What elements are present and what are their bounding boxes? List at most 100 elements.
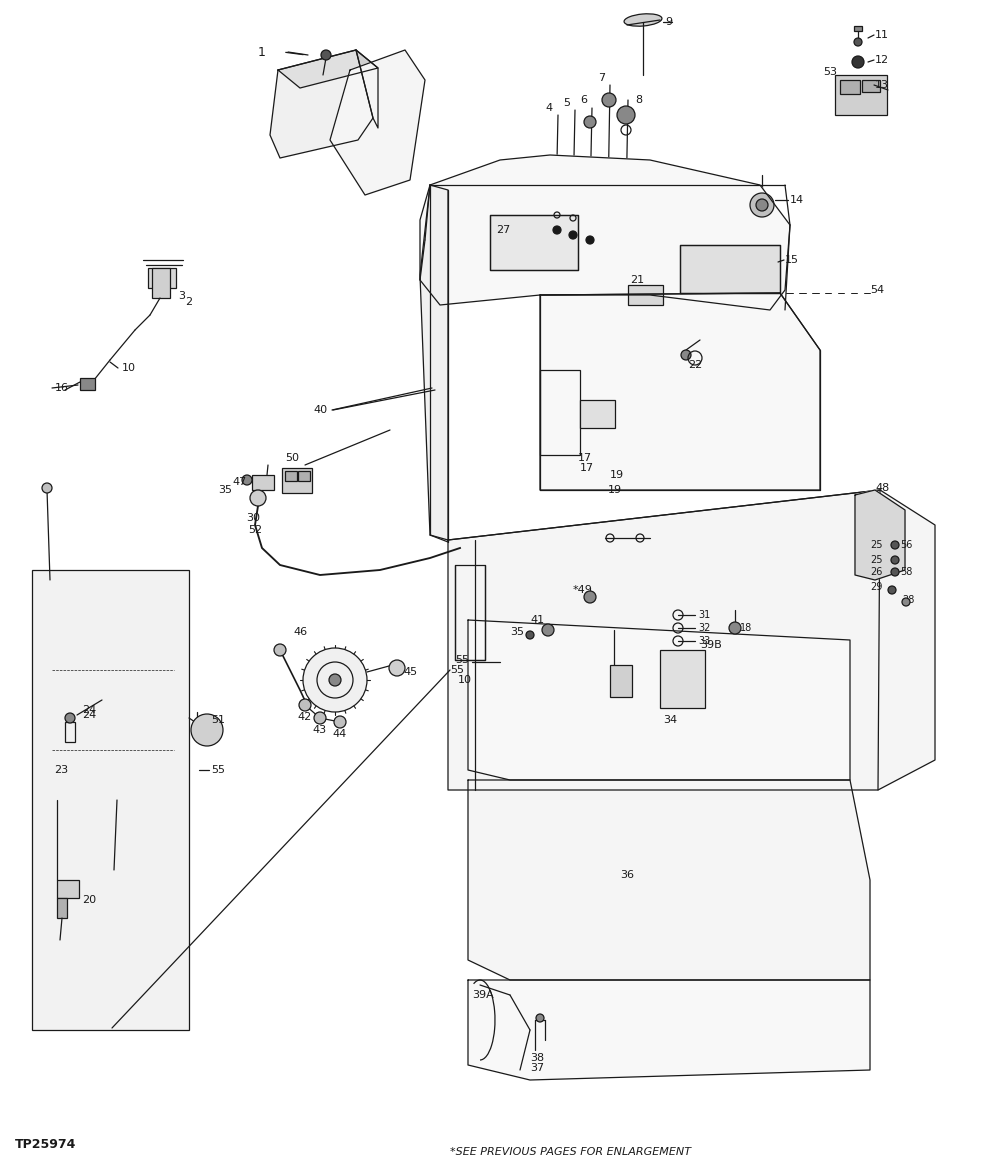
Bar <box>610 665 632 697</box>
Text: 35: 35 <box>510 627 524 637</box>
Circle shape <box>681 350 691 360</box>
Bar <box>835 75 887 115</box>
Circle shape <box>888 586 896 594</box>
Circle shape <box>569 231 577 239</box>
Text: 15: 15 <box>785 255 799 264</box>
Polygon shape <box>356 50 378 128</box>
Text: 21: 21 <box>630 275 644 285</box>
Text: 8: 8 <box>635 96 642 105</box>
Circle shape <box>274 644 286 656</box>
Text: 41: 41 <box>530 615 544 624</box>
Polygon shape <box>270 50 373 158</box>
Text: 11: 11 <box>875 30 889 40</box>
Text: 19: 19 <box>608 485 623 495</box>
Polygon shape <box>855 490 905 580</box>
Text: 48: 48 <box>875 483 890 493</box>
Text: 42: 42 <box>297 712 311 722</box>
Circle shape <box>299 699 311 711</box>
Circle shape <box>584 116 596 128</box>
Text: 5: 5 <box>563 98 570 108</box>
Text: 24: 24 <box>82 709 96 720</box>
Text: 45: 45 <box>403 668 417 677</box>
Polygon shape <box>330 50 425 195</box>
Text: 44: 44 <box>332 729 347 739</box>
Polygon shape <box>420 185 448 541</box>
Text: 9: 9 <box>665 17 672 27</box>
Text: 24: 24 <box>82 705 96 715</box>
Text: 37: 37 <box>530 1062 544 1073</box>
Text: 47: 47 <box>232 476 246 487</box>
Text: 34: 34 <box>663 715 677 725</box>
Circle shape <box>602 93 616 107</box>
Text: 38: 38 <box>530 1053 544 1062</box>
Circle shape <box>891 541 899 549</box>
Circle shape <box>729 622 741 634</box>
Circle shape <box>329 675 341 686</box>
Circle shape <box>321 50 331 61</box>
Text: 20: 20 <box>82 895 96 905</box>
Text: *SEE PREVIOUS PAGES FOR ENLARGEMENT: *SEE PREVIOUS PAGES FOR ENLARGEMENT <box>450 1148 690 1157</box>
Text: 29: 29 <box>870 582 883 592</box>
Polygon shape <box>420 155 790 310</box>
Text: 53: 53 <box>823 68 837 77</box>
Polygon shape <box>540 294 820 490</box>
Bar <box>32 570 189 1030</box>
Text: 6: 6 <box>580 96 587 105</box>
Text: 52: 52 <box>248 525 262 535</box>
Text: 39B: 39B <box>700 640 722 650</box>
Circle shape <box>852 56 864 68</box>
Bar <box>840 80 860 94</box>
Text: 27: 27 <box>496 225 510 235</box>
Bar <box>455 565 485 661</box>
Circle shape <box>902 598 910 606</box>
Text: 46: 46 <box>293 627 307 637</box>
Text: 1: 1 <box>258 45 266 58</box>
Text: 55: 55 <box>450 665 464 675</box>
Polygon shape <box>278 50 378 89</box>
Bar <box>65 722 75 742</box>
Circle shape <box>526 631 534 638</box>
Text: 55: 55 <box>211 765 225 775</box>
Bar <box>152 268 170 298</box>
Text: 26: 26 <box>870 567 883 577</box>
Bar <box>298 471 310 481</box>
Text: 22: 22 <box>688 360 702 370</box>
Circle shape <box>191 714 223 746</box>
Ellipse shape <box>624 14 662 26</box>
Circle shape <box>756 199 768 211</box>
Text: 23: 23 <box>54 765 69 775</box>
Bar <box>540 370 580 456</box>
Circle shape <box>536 1014 544 1022</box>
Circle shape <box>389 661 405 676</box>
Bar <box>285 471 297 481</box>
Text: 14: 14 <box>790 195 804 205</box>
Circle shape <box>334 716 346 728</box>
Text: 17: 17 <box>580 463 594 473</box>
Bar <box>660 650 705 708</box>
Circle shape <box>303 648 367 712</box>
Bar <box>252 475 274 490</box>
Bar <box>862 80 880 92</box>
Text: 32: 32 <box>698 623 710 633</box>
Text: 3: 3 <box>178 291 185 301</box>
Text: 56: 56 <box>900 541 913 550</box>
Text: 33: 33 <box>698 636 710 647</box>
Bar <box>854 26 862 31</box>
Bar <box>148 268 176 288</box>
Bar <box>580 400 615 428</box>
Text: 25: 25 <box>870 541 883 550</box>
Circle shape <box>750 193 774 217</box>
Bar <box>282 468 312 493</box>
Circle shape <box>854 38 862 45</box>
Text: *49: *49 <box>573 585 593 595</box>
Text: 28: 28 <box>902 595 915 605</box>
Text: 18: 18 <box>740 623 753 633</box>
Polygon shape <box>468 980 870 1080</box>
Text: 40: 40 <box>313 405 327 415</box>
Text: 13: 13 <box>875 80 889 90</box>
Bar <box>680 245 780 294</box>
Text: 51: 51 <box>211 715 225 725</box>
Text: 54: 54 <box>870 285 884 295</box>
Bar <box>80 377 95 390</box>
Circle shape <box>242 475 252 485</box>
